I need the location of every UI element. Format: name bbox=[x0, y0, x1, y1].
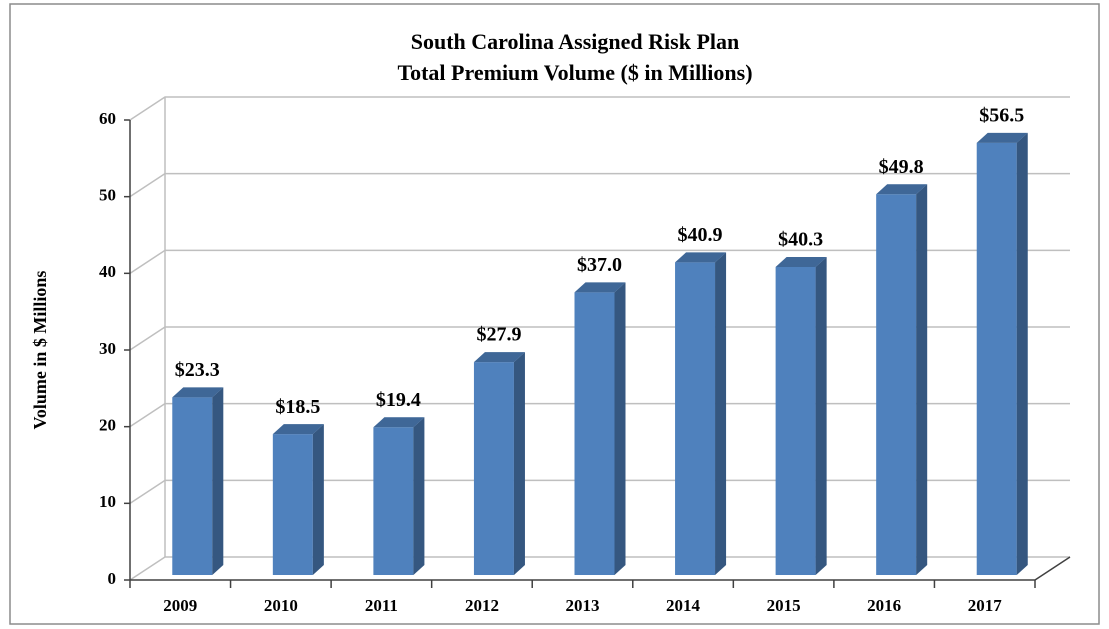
x-tick-label: 2015 bbox=[767, 596, 801, 615]
bar-top-shade bbox=[976, 132, 1028, 143]
bar-top bbox=[976, 132, 1028, 143]
grid-line bbox=[129, 172, 1070, 198]
chart-subtitle: Total Premium Volume ($ in Millions) bbox=[397, 60, 752, 85]
bar bbox=[876, 184, 928, 575]
bar-side-shade bbox=[1016, 132, 1028, 576]
bar-front bbox=[876, 194, 917, 575]
grid-line bbox=[129, 402, 1070, 428]
grid-line bbox=[129, 96, 1070, 121]
x-tick-label: 2010 bbox=[264, 596, 298, 615]
grid-line bbox=[129, 479, 1070, 504]
x-tick-label: 2014 bbox=[666, 596, 701, 615]
y-tick-label: 60 bbox=[99, 109, 116, 128]
bar-side-shade bbox=[815, 257, 827, 575]
grid-line bbox=[129, 249, 1070, 274]
bar-side bbox=[413, 417, 425, 575]
bar bbox=[272, 424, 324, 575]
grid-line bbox=[129, 326, 1070, 351]
bar-top bbox=[574, 282, 626, 293]
bar bbox=[574, 282, 626, 575]
bar-top-shade bbox=[574, 282, 626, 293]
bar bbox=[976, 132, 1028, 576]
bar bbox=[775, 257, 827, 575]
y-tick-label: 30 bbox=[99, 339, 116, 358]
bar-front bbox=[373, 427, 414, 575]
bar-top-shade bbox=[373, 417, 425, 428]
bar-top-shade bbox=[876, 184, 928, 195]
chart-title: South Carolina Assigned Risk Plan bbox=[411, 29, 739, 54]
bar-front bbox=[473, 362, 514, 575]
bar-side-shade bbox=[413, 417, 425, 575]
value-label: $37.0 bbox=[577, 254, 622, 276]
value-label: $27.9 bbox=[476, 324, 521, 346]
bar-top-shade bbox=[775, 257, 827, 268]
bar-side-shade bbox=[916, 184, 928, 575]
y-tick-label: 20 bbox=[99, 416, 116, 435]
x-tick-label: 2009 bbox=[163, 596, 197, 615]
bar-top bbox=[775, 257, 827, 268]
bar-side bbox=[513, 352, 525, 575]
value-label: $19.4 bbox=[376, 389, 421, 411]
bar-top-shade bbox=[675, 252, 727, 263]
bar-side bbox=[815, 257, 827, 575]
bar-side-shade bbox=[312, 424, 324, 575]
y-tick-label: 40 bbox=[99, 262, 116, 281]
grid-line bbox=[129, 556, 1070, 581]
bar-side bbox=[312, 424, 324, 575]
bar-side-shade bbox=[212, 387, 224, 575]
x-tick-label: 2013 bbox=[566, 596, 600, 615]
value-label: $23.3 bbox=[175, 359, 220, 381]
bar-side-shade bbox=[715, 252, 727, 575]
bar-side-shade bbox=[513, 352, 525, 575]
bar-top bbox=[675, 252, 727, 263]
value-label: $56.5 bbox=[979, 104, 1024, 126]
bar bbox=[675, 252, 727, 575]
bar-front bbox=[976, 142, 1017, 576]
bar-side bbox=[715, 252, 727, 575]
value-label: $18.5 bbox=[275, 396, 320, 418]
bar-side bbox=[212, 387, 224, 575]
bar-top bbox=[272, 424, 324, 435]
bar-top bbox=[473, 352, 525, 363]
y-tick-label: 0 bbox=[108, 569, 117, 588]
bar-top bbox=[172, 387, 224, 398]
x-tick-label: 2017 bbox=[968, 596, 1003, 615]
bar-front bbox=[675, 262, 716, 575]
bar-front bbox=[775, 267, 816, 575]
x-tick-label: 2016 bbox=[867, 596, 901, 615]
bar-side bbox=[614, 282, 626, 575]
bar-top-shade bbox=[473, 352, 525, 363]
bar-front bbox=[172, 397, 213, 575]
x-tick-label: 2011 bbox=[365, 596, 398, 615]
bar bbox=[473, 352, 525, 575]
bar-top bbox=[373, 417, 425, 428]
x-tick-label: 2012 bbox=[465, 596, 499, 615]
bar-side-shade bbox=[614, 282, 626, 575]
bar bbox=[172, 387, 224, 575]
value-label: $40.3 bbox=[778, 229, 823, 251]
value-label: $40.9 bbox=[678, 224, 723, 246]
bar-top bbox=[876, 184, 928, 195]
y-tick-label: 10 bbox=[99, 492, 116, 511]
value-label: $49.8 bbox=[879, 156, 924, 178]
bar-front bbox=[272, 434, 313, 575]
bar bbox=[373, 417, 425, 575]
y-axis-label: Volume in $ Millions bbox=[30, 271, 50, 430]
bar-top-shade bbox=[172, 387, 224, 398]
bar-side bbox=[916, 184, 928, 575]
bar-front bbox=[574, 292, 615, 575]
y-tick-label: 50 bbox=[99, 186, 116, 205]
bar-side bbox=[1016, 132, 1028, 576]
bar-top-shade bbox=[272, 424, 324, 435]
